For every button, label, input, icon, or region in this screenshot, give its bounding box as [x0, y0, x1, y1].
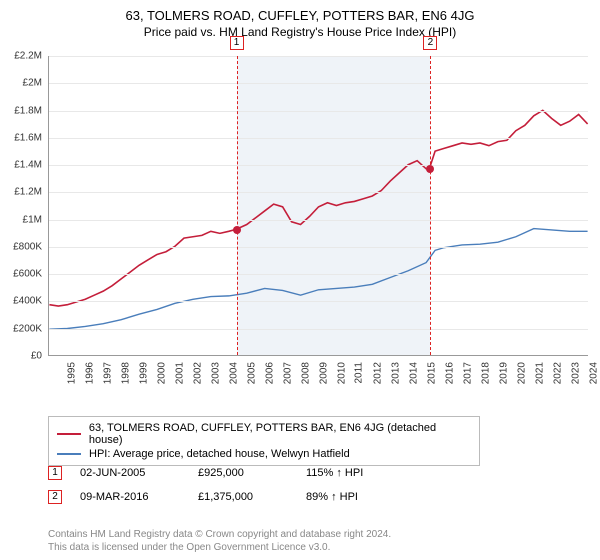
x-axis-label: 1998: [120, 362, 131, 384]
y-axis-label: £2M: [2, 78, 42, 89]
sale-price-2: £1,375,000: [198, 491, 288, 503]
x-axis-label: 2024: [588, 362, 599, 384]
sale-delta-1: 115% ↑ HPI: [306, 467, 363, 479]
sale-row-1: 1 02-JUN-2005 £925,000 115% ↑ HPI: [48, 466, 588, 480]
sale-marker-box: 2: [423, 36, 437, 50]
sale-date-2: 09-MAR-2016: [80, 491, 180, 503]
x-axis-label: 2003: [210, 362, 221, 384]
sale-dot: [426, 165, 434, 173]
x-axis-label: 2017: [462, 362, 473, 384]
legend-label-hpi: HPI: Average price, detached house, Welw…: [89, 448, 350, 460]
gridline: [49, 56, 588, 57]
x-axis-label: 2015: [426, 362, 437, 384]
series-property: [49, 110, 587, 306]
y-axis-label: £1M: [2, 214, 42, 225]
x-axis-label: 2007: [282, 362, 293, 384]
x-axis-label: 1997: [102, 362, 113, 384]
y-axis-label: £800K: [2, 241, 42, 252]
x-axis-label: 2006: [264, 362, 275, 384]
x-axis-label: 2011: [354, 362, 365, 384]
footer-line-1: Contains HM Land Registry data © Crown c…: [48, 528, 588, 541]
page-subtitle: Price paid vs. HM Land Registry's House …: [0, 23, 600, 43]
plot-region: 12: [48, 56, 588, 356]
y-axis-label: £1.2M: [2, 187, 42, 198]
x-axis-label: 2004: [228, 362, 239, 384]
y-axis-label: £1.8M: [2, 105, 42, 116]
x-axis-label: 2010: [336, 362, 347, 384]
x-axis-label: 2014: [408, 362, 419, 384]
y-axis-label: £600K: [2, 269, 42, 280]
sale-date-1: 02-JUN-2005: [80, 467, 180, 479]
sale-marker-1: 1: [48, 466, 62, 480]
sale-delta-2: 89% ↑ HPI: [306, 491, 358, 503]
y-axis-label: £400K: [2, 296, 42, 307]
x-axis-label: 1996: [84, 362, 95, 384]
x-axis-label: 1995: [66, 362, 77, 384]
legend-row-property: 63, TOLMERS ROAD, CUFFLEY, POTTERS BAR, …: [57, 421, 471, 447]
series-hpi: [49, 229, 587, 330]
legend-row-hpi: HPI: Average price, detached house, Welw…: [57, 447, 471, 461]
page-title: 63, TOLMERS ROAD, CUFFLEY, POTTERS BAR, …: [0, 0, 600, 23]
x-axis-label: 2019: [498, 362, 509, 384]
footer-line-2: This data is licensed under the Open Gov…: [48, 541, 588, 554]
y-axis-label: £1.6M: [2, 132, 42, 143]
x-axis-label: 2008: [300, 362, 311, 384]
x-axis-label: 2016: [444, 362, 455, 384]
gridline: [49, 83, 588, 84]
y-axis-label: £2.2M: [2, 51, 42, 62]
legend-swatch-property: [57, 433, 81, 435]
sale-vline: [430, 56, 431, 355]
x-axis-label: 2001: [174, 362, 185, 384]
x-axis-label: 2021: [534, 362, 545, 384]
gridline: [49, 192, 588, 193]
sale-marker-2: 2: [48, 490, 62, 504]
gridline: [49, 301, 588, 302]
x-axis-label: 2023: [570, 362, 581, 384]
gridline: [49, 138, 588, 139]
gridline: [49, 329, 588, 330]
sale-dot: [233, 226, 241, 234]
x-axis-label: 2020: [516, 362, 527, 384]
y-axis-label: £0: [2, 351, 42, 362]
x-axis-label: 2013: [390, 362, 401, 384]
gridline: [49, 274, 588, 275]
footer-text: Contains HM Land Registry data © Crown c…: [48, 528, 588, 554]
gridline: [49, 111, 588, 112]
sale-marker-box: 1: [230, 36, 244, 50]
legend-label-property: 63, TOLMERS ROAD, CUFFLEY, POTTERS BAR, …: [89, 422, 471, 446]
sale-row-2: 2 09-MAR-2016 £1,375,000 89% ↑ HPI: [48, 490, 588, 504]
x-axis-label: 2000: [156, 362, 167, 384]
gridline: [49, 220, 588, 221]
chart-area: 12 £0 £200K £400K £600K £800K £1M £1.2M £1.4M £1…: [0, 46, 600, 406]
x-axis-label: 2005: [246, 362, 257, 384]
legend-box: 63, TOLMERS ROAD, CUFFLEY, POTTERS BAR, …: [48, 416, 480, 466]
x-axis-label: 2009: [318, 362, 329, 384]
x-axis-label: 1999: [138, 362, 149, 384]
sale-price-1: £925,000: [198, 467, 288, 479]
x-axis-label: 2018: [480, 362, 491, 384]
x-axis-label: 2012: [372, 362, 383, 384]
x-axis-label: 2002: [192, 362, 203, 384]
chart-container: 63, TOLMERS ROAD, CUFFLEY, POTTERS BAR, …: [0, 0, 600, 560]
gridline: [49, 247, 588, 248]
gridline: [49, 165, 588, 166]
legend-swatch-hpi: [57, 453, 81, 455]
sale-vline: [237, 56, 238, 355]
y-axis-label: £200K: [2, 323, 42, 334]
y-axis-label: £1.4M: [2, 160, 42, 171]
x-axis-label: 2022: [552, 362, 563, 384]
line-layer: [49, 56, 588, 355]
